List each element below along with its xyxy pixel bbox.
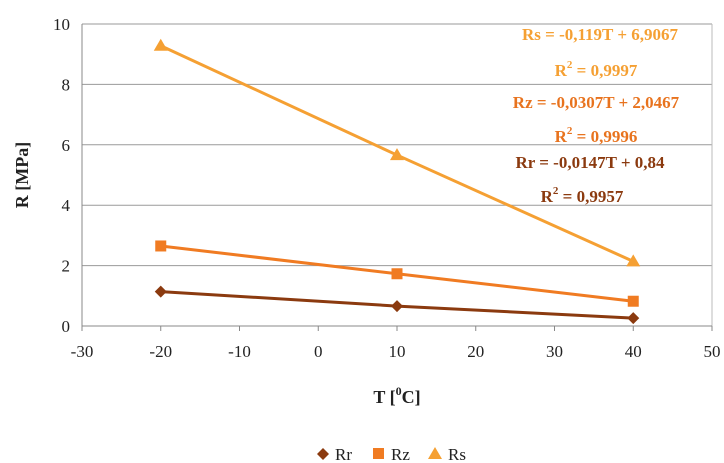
data-point-rz: [391, 268, 403, 280]
r2-rz-sup: 2: [567, 125, 573, 137]
x-tick-label: -10: [228, 342, 251, 361]
legend-label-rr: Rr: [335, 445, 352, 463]
y-tick-label: 0: [62, 317, 71, 336]
data-point-rr: [391, 300, 403, 313]
data-point-rr: [154, 285, 167, 298]
legend-marker-triangle-icon: [428, 447, 442, 459]
eq-rr: Rr = -0,0147T + 0,84: [515, 153, 665, 172]
legend-label-rz: Rz: [391, 445, 410, 463]
x-axis-title: T [0C]: [373, 384, 420, 407]
y-tick-label: 2: [62, 257, 71, 276]
r2-rz-label: R: [555, 127, 568, 146]
x-tick-label: 40: [625, 342, 642, 361]
series-rr: [154, 285, 640, 325]
x-tick-label: -30: [71, 342, 94, 361]
data-point-rs: [390, 148, 404, 161]
y-axis-title: R [MPa]: [12, 142, 32, 208]
legend-item-rz: Rz: [373, 445, 410, 463]
y-tick-label: 8: [62, 75, 71, 94]
r2-rr-sup: 2: [553, 185, 559, 197]
legend-item-rr: Rr: [317, 445, 352, 463]
x-tick-label: 10: [389, 342, 406, 361]
r2-rr-label: R: [541, 187, 554, 206]
x-axis-title-main: T [: [373, 387, 395, 407]
legend-marker-square-icon: [373, 448, 384, 459]
legend-marker-diamond-icon: [317, 448, 329, 460]
x-tick-label: 30: [546, 342, 563, 361]
r2-rs: R2 = 0,9997: [555, 59, 638, 80]
y-tick-label: 10: [53, 15, 70, 34]
x-tick-label: -20: [149, 342, 172, 361]
x-tick-label: 50: [704, 342, 721, 361]
y-tick-label: 4: [62, 196, 71, 215]
data-point-rz: [155, 240, 167, 252]
series-rs: [153, 38, 641, 267]
x-tick-label: 0: [314, 342, 323, 361]
trendline-annotations: Rs = -0,119T + 6,9067 R2 = 0,9997 Rz = -…: [513, 25, 680, 206]
r2-rz-value: = 0,9996: [572, 127, 637, 146]
x-axis-title-end: C]: [402, 387, 421, 407]
r2-rr-value: = 0,9957: [558, 187, 623, 206]
series-group: [153, 38, 641, 325]
data-point-rz: [627, 295, 639, 307]
eq-rz: Rz = -0,0307T + 2,0467: [513, 93, 680, 112]
x-tick-labels: -30 -20 -10 0 10 20 30 40 50: [71, 326, 721, 361]
r2-rs-label: R: [555, 61, 568, 80]
legend: Rr Rz Rs: [317, 445, 466, 463]
r2-rr: R2 = 0,9957: [541, 185, 624, 206]
r2-rz: R2 = 0,9996: [555, 125, 638, 146]
y-tick-labels: 0 2 4 6 8 10: [53, 15, 71, 336]
r2-rs-sup: 2: [567, 59, 573, 71]
r2-rs-value: = 0,9997: [572, 61, 637, 80]
legend-item-rs: Rs: [428, 445, 466, 463]
eq-rs: Rs = -0,119T + 6,9067: [522, 25, 679, 44]
data-point-rs: [153, 38, 168, 51]
y-tick-label: 6: [62, 136, 71, 155]
x-tick-label: 20: [467, 342, 484, 361]
series-rz: [155, 240, 639, 307]
data-point-rs: [626, 254, 641, 267]
grid-lines: [82, 23, 713, 326]
x-axis-title-sup: 0: [396, 384, 402, 398]
legend-label-rs: Rs: [448, 445, 466, 463]
data-point-rr: [627, 312, 640, 325]
